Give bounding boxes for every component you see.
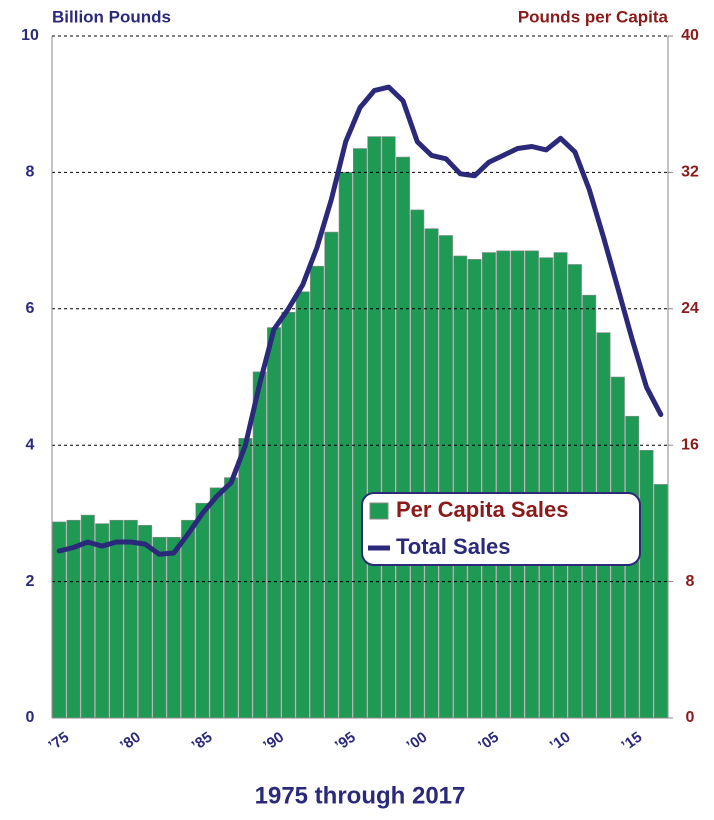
- y-axis-title: Billion Pounds: [52, 7, 171, 26]
- bar: [353, 148, 367, 719]
- legend-box: [361, 492, 641, 566]
- y2-tick-label: 24: [681, 300, 699, 317]
- y-tick-label: 6: [26, 300, 35, 317]
- bar: [539, 257, 554, 719]
- y2-tick-label: 40: [681, 27, 699, 44]
- bar: [625, 415, 640, 719]
- x-tick-label: ’85: [189, 729, 216, 755]
- bar: [396, 156, 410, 719]
- bar: [453, 255, 468, 719]
- legend-label: Total Sales: [396, 534, 511, 559]
- bar: [410, 209, 425, 719]
- bar: [209, 487, 224, 719]
- bar: [381, 136, 396, 719]
- x-tick-label: ’75: [45, 729, 72, 755]
- bar: [639, 450, 654, 719]
- bar: [152, 536, 167, 719]
- x-tick-label: ’95: [332, 729, 359, 755]
- bar: [438, 235, 453, 719]
- legend-swatch: [369, 502, 389, 520]
- bar: [324, 231, 339, 719]
- y2-tick-label: 32: [681, 164, 699, 181]
- bar: [252, 371, 267, 719]
- bar: [553, 252, 568, 719]
- y2-tick-label: 0: [686, 709, 695, 726]
- bar: [166, 536, 181, 719]
- x-tick-label: ’15: [618, 729, 645, 755]
- y2-axis-title: Pounds per Capita: [518, 7, 669, 26]
- bar: [224, 477, 239, 719]
- bar: [510, 250, 525, 719]
- bar: [123, 519, 138, 719]
- bar: [281, 311, 296, 719]
- bar: [295, 291, 310, 719]
- x-tick-label: ’10: [547, 729, 574, 755]
- bar: [195, 502, 210, 719]
- bar: [524, 250, 539, 719]
- x-tick-label: ’90: [260, 729, 287, 755]
- bar: [267, 327, 282, 719]
- y-tick-label: 10: [21, 27, 39, 44]
- chart-title: 1975 through 2017: [255, 782, 466, 809]
- x-tick-label: ’05: [475, 729, 502, 755]
- x-tick-label: ’00: [404, 729, 431, 755]
- bar: [567, 264, 582, 719]
- x-tick-label: ’80: [117, 729, 144, 755]
- legend: Per Capita Sales Total Sales: [361, 492, 641, 566]
- bar: [181, 519, 196, 719]
- y-tick-label: 8: [26, 164, 35, 181]
- y2-tick-label: 16: [681, 436, 699, 453]
- bar: [481, 252, 496, 719]
- bar: [653, 484, 668, 719]
- y-tick-label: 2: [26, 573, 35, 590]
- bar: [138, 525, 153, 719]
- bar: [95, 523, 110, 719]
- bar: [467, 259, 482, 719]
- y2-tick-label: 8: [686, 573, 695, 590]
- bar: [367, 136, 382, 719]
- y-tick-label: 0: [26, 709, 35, 726]
- bar: [310, 265, 324, 719]
- bar: [109, 519, 124, 719]
- line: [56, 84, 664, 557]
- bar: [496, 250, 511, 719]
- bar: [424, 228, 439, 719]
- y-tick-label: 4: [26, 436, 35, 453]
- legend-label: Per Capita Sales: [396, 497, 568, 522]
- bar: [238, 438, 253, 719]
